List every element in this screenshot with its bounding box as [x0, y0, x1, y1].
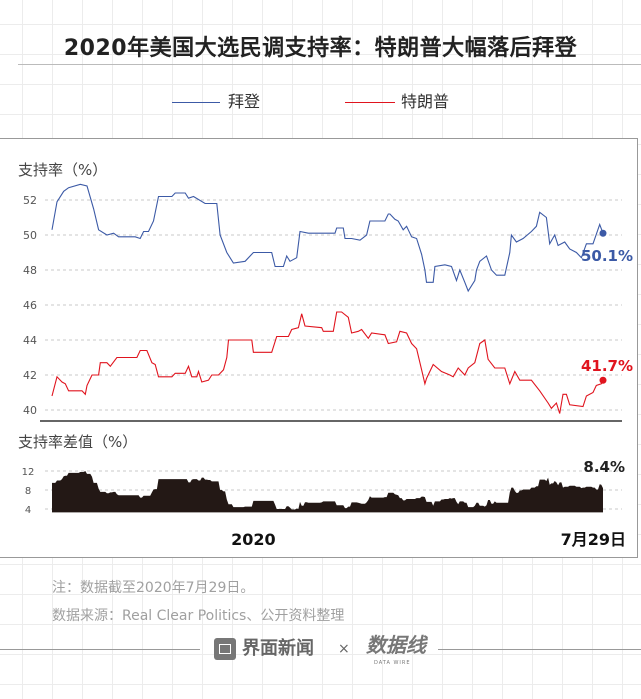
x-tick-label: 2020 — [231, 530, 276, 549]
footer-divider-left — [0, 649, 200, 650]
y-tick-label: 50 — [23, 229, 37, 242]
note-cutoff: 注：数据截至2020年7月29日。 — [52, 580, 255, 596]
end-point-trump — [599, 376, 607, 384]
y-tick-label: 40 — [23, 404, 37, 417]
series-line-biden — [51, 183, 604, 293]
jiemian-logo-icon — [214, 638, 236, 660]
spread-y-tick-label: 4 — [25, 505, 31, 516]
end-label-trump: 41.7% — [581, 357, 633, 375]
spread-y-axis-label: 支持率差值（%） — [18, 433, 137, 451]
y-tick-label: 46 — [23, 299, 37, 312]
title-divider — [18, 64, 641, 65]
series-line-trump — [51, 311, 604, 414]
y-tick-label: 44 — [23, 334, 37, 347]
chart-title: 2020年美国大选民调支持率：特朗普大幅落后拜登 — [63, 36, 578, 61]
y-tick-label: 42 — [23, 369, 37, 382]
datawire-logo-sub: DATA WIRE — [374, 660, 411, 666]
spread-y-tick-label: 12 — [22, 467, 35, 478]
legend-biden-swatch — [172, 102, 220, 103]
legend-trump-label: 特朗普 — [401, 92, 450, 111]
x-tick-label: 7月29日 — [561, 530, 626, 549]
legend-trump-swatch — [345, 102, 395, 103]
y-tick-label: 48 — [23, 264, 37, 277]
spread-end-label: 8.4% — [583, 458, 625, 476]
y-tick-label: 52 — [23, 194, 37, 207]
note-source: 数据来源：Real Clear Politics、公开资料整理 — [52, 608, 345, 624]
spread-area — [52, 471, 603, 513]
footer-separator: × — [338, 641, 350, 657]
spread-y-tick-label: 8 — [25, 486, 31, 497]
datawire-logo: 数据线 — [366, 633, 426, 657]
legend-biden-label: 拜登 — [228, 92, 261, 111]
end-label-biden: 50.1% — [581, 247, 633, 265]
y-axis-label: 支持率（%） — [18, 161, 107, 179]
end-point-biden — [599, 229, 607, 237]
footer-brand: 界面新闻 — [242, 638, 314, 659]
footer-divider-right — [438, 649, 641, 650]
